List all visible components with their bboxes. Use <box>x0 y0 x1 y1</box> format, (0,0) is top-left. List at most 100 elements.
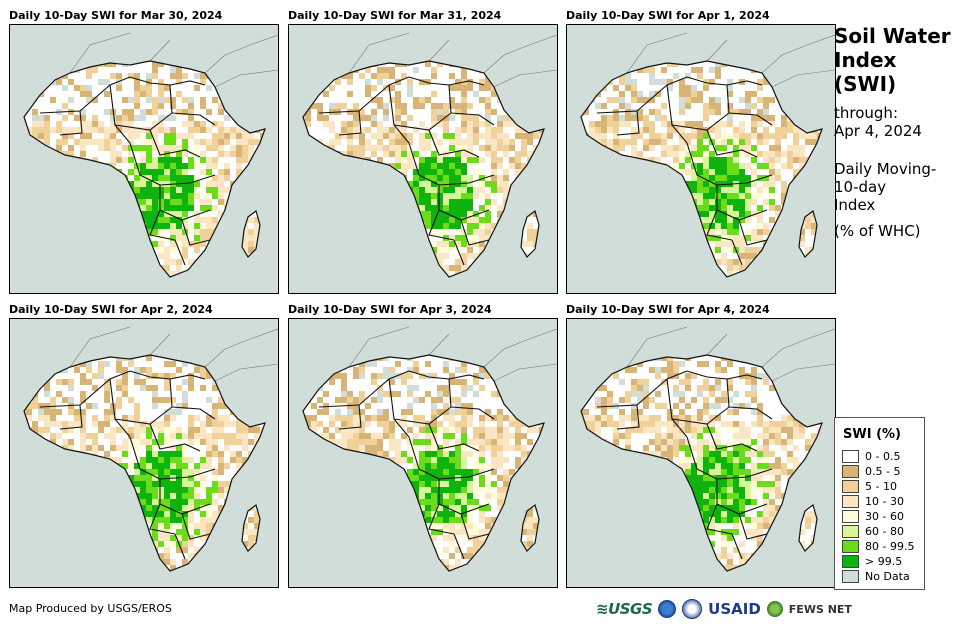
swi-cell <box>649 223 655 229</box>
swi-cell <box>619 91 625 97</box>
swi-cell <box>80 235 86 241</box>
swi-cell <box>703 115 709 121</box>
swi-cell <box>527 223 533 229</box>
swi-cell <box>311 181 317 187</box>
swi-cell <box>823 283 829 289</box>
swi-cell <box>619 139 625 145</box>
swi-cell <box>431 247 437 253</box>
swi-cell <box>26 73 32 79</box>
swi-cell <box>347 121 353 127</box>
swi-cell <box>703 67 709 73</box>
swi-cell <box>613 193 619 199</box>
swi-cell <box>715 91 721 97</box>
swi-cell <box>473 157 479 163</box>
swi-cell <box>503 133 509 139</box>
swi-cell <box>643 181 649 187</box>
swi-cell <box>461 151 467 157</box>
swi-cell <box>92 187 98 193</box>
swi-cell <box>266 223 272 229</box>
swi-cell <box>485 85 491 91</box>
swi-cell <box>68 121 74 127</box>
swi-cell <box>709 259 715 265</box>
swi-cell <box>703 229 709 235</box>
swi-cell <box>509 277 515 283</box>
swi-cell <box>335 253 341 259</box>
swi-cell <box>347 199 353 205</box>
swi-cell <box>305 157 311 163</box>
swi-cell <box>371 265 377 271</box>
swi-cell <box>359 85 365 91</box>
swi-cell <box>98 109 104 115</box>
swi-cell <box>371 241 377 247</box>
swi-cell <box>613 67 619 73</box>
swi-cell <box>673 205 679 211</box>
swi-cell <box>365 241 371 247</box>
swi-cell <box>805 169 811 175</box>
swi-cell <box>92 121 98 127</box>
swi-cell <box>413 265 419 271</box>
swi-cell <box>443 187 449 193</box>
swi-cell <box>643 241 649 247</box>
swi-cell <box>200 97 206 103</box>
swi-cell <box>44 193 50 199</box>
swi-cell <box>581 127 583 133</box>
swi-cell <box>26 145 32 151</box>
swi-cell <box>431 151 437 157</box>
swi-cell <box>709 217 715 223</box>
swi-cell <box>533 259 539 265</box>
swi-cell <box>371 121 377 127</box>
swi-cell <box>595 163 601 169</box>
swi-cell <box>104 169 110 175</box>
swi-cell <box>449 247 455 253</box>
swi-cell <box>407 115 413 121</box>
swi-cell <box>811 163 817 169</box>
swi-cell <box>303 163 305 169</box>
swi-cell <box>32 55 38 61</box>
swi-cell <box>685 127 691 133</box>
swi-cell <box>317 265 323 271</box>
swi-cell <box>266 103 272 109</box>
swi-cell <box>769 73 775 79</box>
swi-cell <box>254 235 260 241</box>
swi-cell <box>691 127 697 133</box>
swi-cell <box>715 73 721 79</box>
swi-cell <box>254 157 260 163</box>
swi-cell <box>80 97 86 103</box>
swi-cell <box>539 97 544 103</box>
swi-cell <box>206 85 212 91</box>
swi-cell <box>589 127 595 133</box>
swi-cell <box>649 277 655 283</box>
swi-cell <box>347 259 353 265</box>
swi-cell <box>56 217 62 223</box>
swi-cell <box>401 163 407 169</box>
swi-cell <box>383 157 389 163</box>
swi-cell <box>781 55 787 61</box>
swi-cell <box>395 163 401 169</box>
swi-cell <box>359 241 365 247</box>
swi-cell <box>491 259 497 265</box>
swi-cell <box>643 145 649 151</box>
swi-cell <box>727 127 733 133</box>
swi-cell <box>329 235 335 241</box>
swi-cell <box>146 115 152 121</box>
swi-cell <box>461 163 467 169</box>
swi-cell <box>491 247 497 253</box>
swi-cell <box>805 235 811 241</box>
swi-cell <box>303 133 305 139</box>
swi-cell <box>691 187 697 193</box>
swi-cell <box>218 73 224 79</box>
swi-cell <box>305 205 311 211</box>
swi-cell <box>715 103 721 109</box>
swi-cell <box>242 121 248 127</box>
swi-cell <box>104 97 110 103</box>
swi-cell <box>26 211 32 217</box>
swi-cell <box>443 259 449 265</box>
swi-cell <box>703 205 709 211</box>
swi-cell <box>757 79 763 85</box>
swi-cell <box>266 229 272 235</box>
swi-cell <box>443 55 449 61</box>
swi-cell <box>667 199 673 205</box>
swi-cell <box>86 121 92 127</box>
swi-cell <box>224 103 230 109</box>
swi-cell <box>757 61 763 67</box>
